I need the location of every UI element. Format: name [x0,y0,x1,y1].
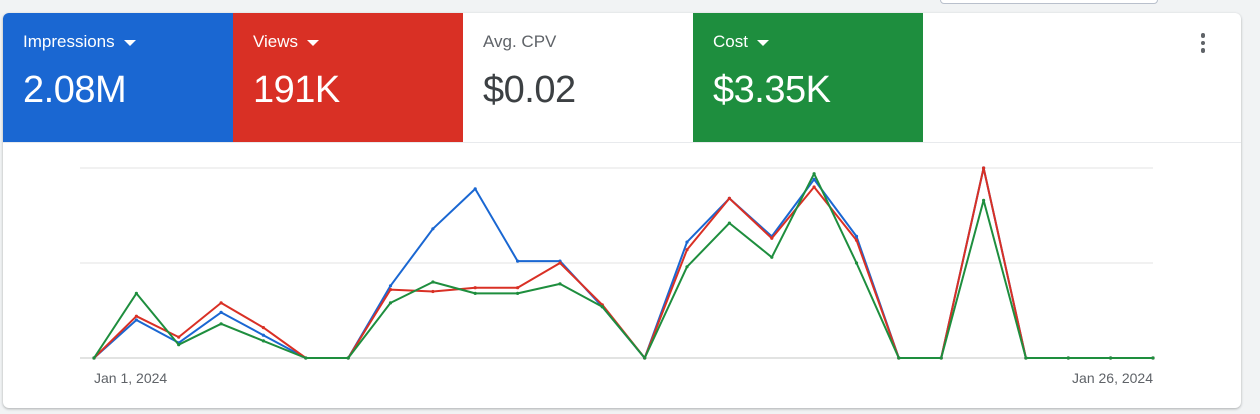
data-point-views [727,196,732,200]
data-point-views [134,314,138,318]
data-point-cost [600,305,604,309]
data-point-views [516,286,520,290]
data-point-impressions [261,333,265,337]
performance-card: Impressions 2.08M Views 191K Avg. CPV $0.02 Co… [3,13,1241,408]
more-dot [1200,40,1206,46]
metric-label: Avg. CPV [483,32,556,52]
metric-label-text: Views [253,32,299,51]
data-point-cost [558,282,562,286]
metric-value: $3.35K [713,69,831,111]
metric-label: Views [253,32,320,52]
data-point-views [558,261,562,265]
data-point-cost [92,356,96,360]
data-point-impressions [134,318,138,322]
data-point-cost [177,343,181,347]
data-point-cost [854,261,859,265]
data-point-views [473,286,477,290]
data-point-cost [727,221,732,225]
top-control[interactable] [940,0,1158,4]
data-point-cost [1109,356,1113,360]
caret-down-icon[interactable] [123,39,136,46]
more-dot [1200,48,1206,53]
metric-tile-avg-cpv[interactable]: Avg. CPV $0.02 [463,13,693,143]
metric-label: Cost [713,32,769,52]
data-point-cost [261,339,265,343]
data-point-views [685,248,689,252]
more-dot [1200,33,1206,38]
data-point-cost [134,291,138,295]
data-point-views [812,185,816,189]
metric-tiles: Impressions 2.08M Views 191K Avg. CPV $0.02 Co… [3,13,923,143]
data-point-views [982,166,986,170]
data-point-impressions [431,227,435,231]
data-point-cost [431,280,435,284]
tiles-divider [3,142,1241,143]
data-point-views [388,288,393,292]
data-point-cost [473,291,477,295]
data-point-impressions [388,284,393,288]
data-point-impressions [685,240,689,244]
data-point-cost [516,291,520,295]
caret-down-icon[interactable] [307,39,320,46]
more-vert-icon[interactable] [1189,29,1217,57]
data-point-cost [643,356,647,360]
metric-label-text: Avg. CPV [483,32,557,51]
data-point-impressions [219,310,223,314]
data-point-cost [812,172,816,176]
metric-label-text: Cost [713,32,748,51]
data-point-views [854,238,859,242]
data-point-views [261,326,265,330]
data-point-impressions [473,187,477,191]
metric-tile-impressions[interactable]: Impressions 2.08M [3,13,233,143]
series-line-cost [93,172,1153,359]
data-point-cost [346,356,350,360]
data-point-views [431,289,435,294]
data-point-views [177,335,181,339]
metric-value: 2.08M [23,69,127,111]
data-point-cost [685,265,689,269]
line-chart: Jan 1, 2024 Jan 26, 2024 [80,166,1155,386]
data-point-cost [1066,356,1070,360]
metric-value: $0.02 [483,69,576,111]
data-point-cost [897,356,901,360]
data-point-views [770,236,774,240]
data-point-impressions [812,177,816,181]
x-tick-label: Jan 26, 2024 [1072,370,1153,386]
data-point-cost [388,301,393,305]
caret-down-icon[interactable] [756,39,769,46]
metric-tile-cost[interactable]: Cost $3.35K [693,13,923,143]
data-point-impressions [516,259,520,263]
metric-tile-views[interactable]: Views 191K [233,13,463,143]
metric-label-text: Impressions [23,32,115,51]
metric-value: 191K [253,69,340,111]
data-point-cost [1151,356,1155,360]
metric-label: Impressions [23,32,136,52]
x-tick-label: Jan 1, 2024 [94,370,167,386]
data-point-cost [304,356,308,360]
data-point-cost [1024,356,1028,360]
data-point-views [219,301,223,305]
data-point-cost [219,322,223,326]
data-point-cost [770,255,774,259]
data-point-impressions [854,234,859,238]
data-point-cost [982,198,986,202]
data-point-cost [939,356,943,360]
